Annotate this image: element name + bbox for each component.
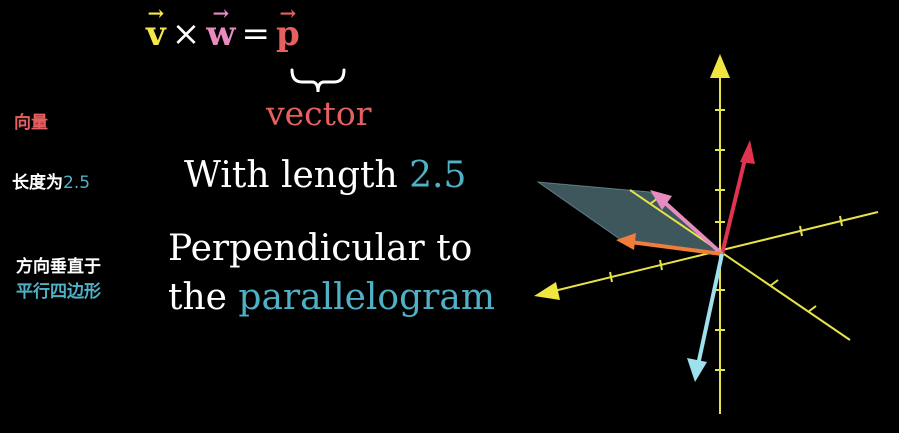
vector-v-symbol: → v [146, 1, 166, 54]
cn-label-perp-line1: 方向垂直于 [16, 257, 101, 277]
vector-p-line [720, 154, 748, 255]
vector-p-letter: p [276, 14, 300, 54]
cn-label-length: 长度为2.5 [12, 168, 90, 193]
en-perp-prefix: the [168, 277, 239, 318]
vertical-axis-arrowhead [710, 54, 730, 78]
cn-length-value: 2.5 [63, 173, 91, 193]
vector-arrow-p: → [279, 1, 297, 25]
en-perp-highlight: parallelogram [238, 277, 495, 318]
cn-length-prefix: 长度为 [12, 173, 63, 193]
brace-label-vector: vector [266, 94, 372, 133]
equals-operator: = [241, 14, 271, 54]
cn-label-vector: 向量 [14, 113, 48, 133]
vector-p-symbol: → p [276, 1, 300, 54]
vector-arrow-v: → [147, 1, 165, 25]
vector-v-arrowhead [616, 233, 636, 250]
vector-p-arrowhead [740, 140, 755, 164]
cn-label-perp-line2: 平行四边形 [16, 282, 101, 302]
en-length-prefix: With length [184, 155, 410, 196]
en-label-perp-line2: the parallelogram [168, 277, 495, 318]
vector-w-symbol: → w [206, 1, 236, 54]
times-operator: × [171, 14, 201, 54]
vector-down-line [696, 253, 724, 366]
horizontal-axis-arrowhead [534, 282, 560, 300]
vector-down-arrowhead [687, 358, 707, 382]
vector-v-line [629, 240, 723, 256]
en-length-value: 2.5 [409, 155, 467, 196]
vector-w-arrowhead [650, 190, 672, 210]
vector-arrow-w: → [212, 1, 230, 25]
en-label-length: With length 2.5 [184, 155, 466, 196]
cross-product-equation: → v × → w = → p [146, 1, 300, 54]
vertical-axis [715, 72, 725, 414]
en-label-perp-line1: Perpendicular to [168, 228, 473, 269]
vector-w-letter: w [206, 14, 236, 54]
vector-w-line [660, 198, 724, 256]
vector-v-letter: v [146, 14, 166, 54]
underbrace [290, 68, 346, 93]
